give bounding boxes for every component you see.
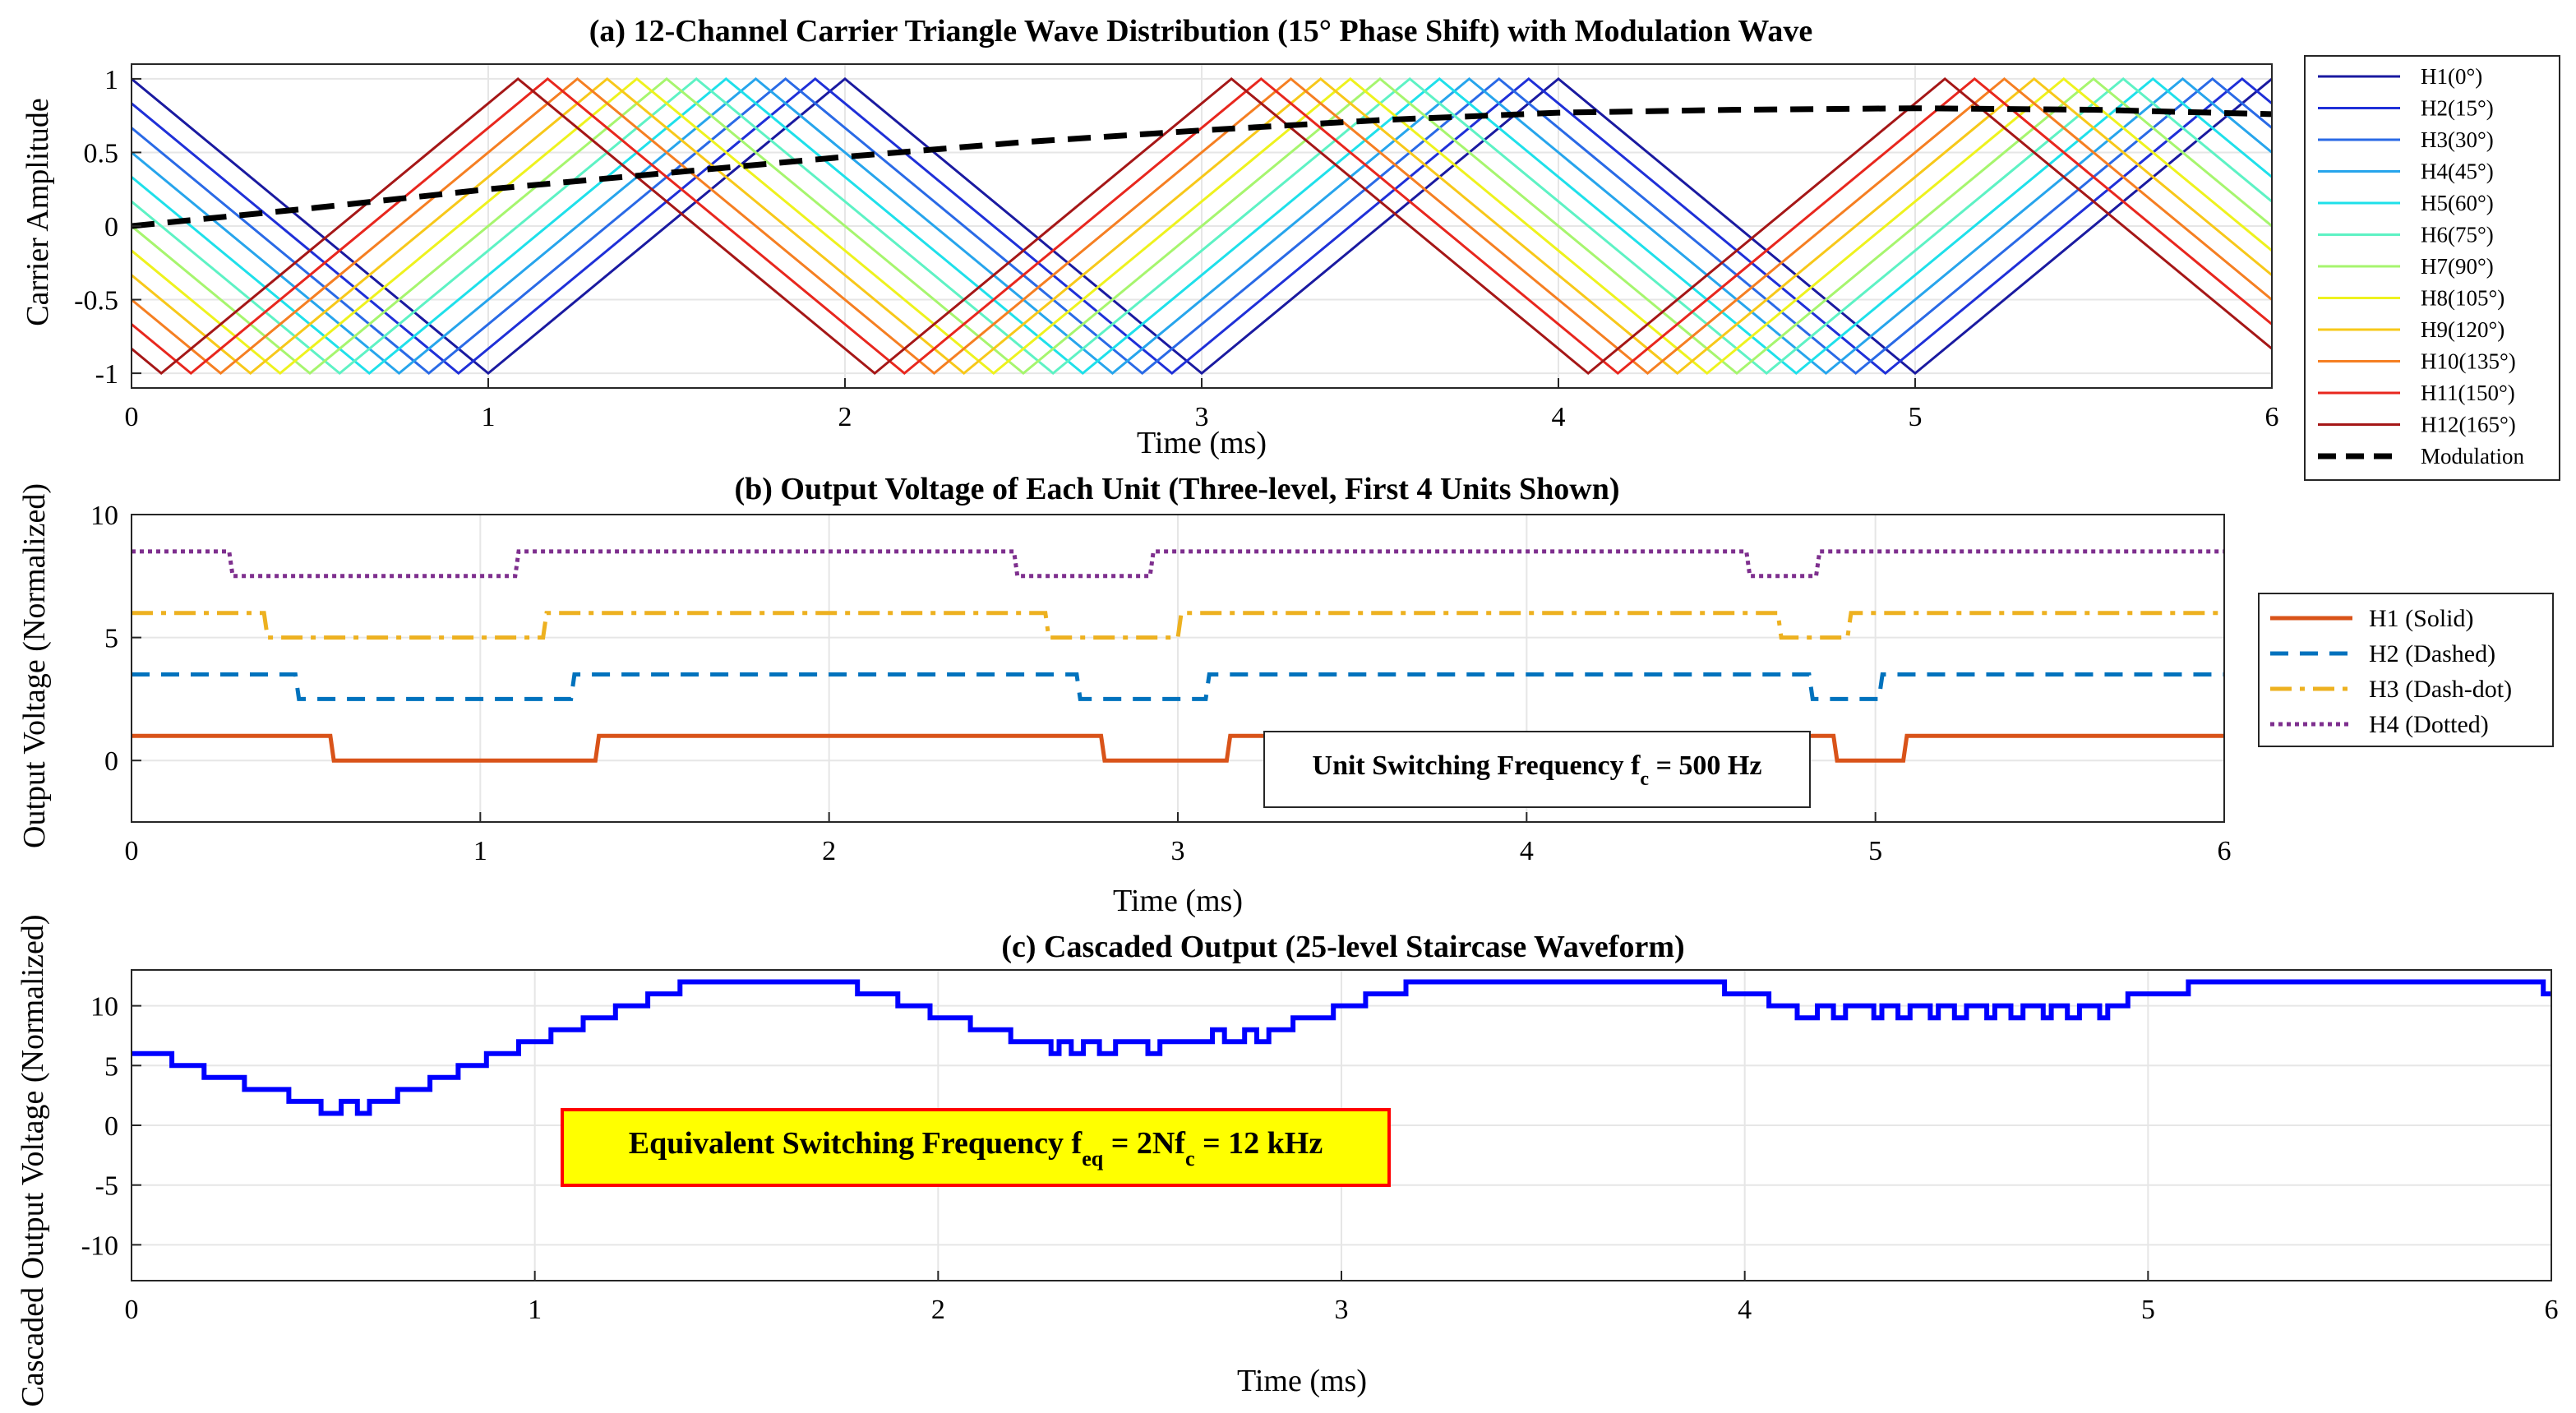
- panel-a-series: [132, 76, 2272, 376]
- panel-a-xtick-label: 1: [482, 402, 496, 432]
- legend-label-h1-0: H1(0°): [2421, 64, 2482, 89]
- panel-a-ytick-label: -1: [95, 359, 118, 390]
- legend-label-h5-60: H5(60°): [2421, 191, 2494, 215]
- legend-label-h3-30: H3(30°): [2421, 127, 2494, 152]
- panel-a-legend: H1(0°) H2(15°) H3(30°) H4(45°) H5(60°) H6(75°…: [2304, 55, 2560, 481]
- panel-c-series: [132, 979, 2551, 1116]
- legend-label-h11-150: H11(150°): [2421, 381, 2515, 405]
- panel-c-xtick-label: 0: [125, 1295, 139, 1325]
- panel-c-xtick-label: 2: [931, 1295, 945, 1325]
- carrier-line-h7-90: [132, 76, 2272, 376]
- carrier-line-h2-15: [132, 76, 2272, 376]
- panel-a-ytick-label: 0: [104, 212, 118, 242]
- panel-b-xtick-label: 4: [1520, 836, 1534, 866]
- panel-b-annotation-text: Unit Switching Frequency fc = 500 Hz: [1313, 750, 1762, 790]
- panel-a-ytick-label: -0.5: [74, 286, 118, 316]
- legend-label-h7-90: H7(90°): [2421, 254, 2494, 279]
- cascaded-output-line: [132, 979, 2551, 1116]
- legend-label-h9-120: H9(120°): [2421, 317, 2504, 342]
- panel-a-title: (a) 12-Channel Carrier Triangle Wave Dis…: [589, 14, 1812, 48]
- panel-a-xtick-label: 3: [1195, 402, 1209, 432]
- panel-a-ylabel: Carrier Amplitude: [21, 98, 55, 326]
- legend-label-h4-45: H4(45°): [2421, 159, 2494, 184]
- panel-c-xlabel: Time (ms): [1237, 1364, 1367, 1398]
- panel-b-xtick-label: 0: [125, 836, 139, 866]
- legend-label-h2-dashed: H2 (Dashed): [2369, 640, 2495, 667]
- carrier-line-h6-75: [132, 76, 2272, 376]
- panel-b-xtick-label: 6: [2218, 836, 2232, 866]
- panel-b-annotation: Unit Switching Frequency fc = 500 Hz: [1263, 731, 1811, 808]
- legend-label-h10-135: H10(135°): [2421, 349, 2516, 374]
- legend-label-h12-165: H12(165°): [2421, 413, 2516, 437]
- panel-b-series: [132, 549, 2224, 763]
- panel-c-annotation: Equivalent Switching Frequency feq = 2Nf…: [561, 1108, 1391, 1187]
- panel-b-unit-output-chart: (b) Output Voltage of Each Unit (Three-l…: [17, 472, 2554, 918]
- legend-label-h2-15: H2(15°): [2421, 96, 2494, 121]
- unit-line-h2-dashed: [132, 672, 2224, 701]
- panel-a-ticks: 0 1 2 3 4 5 6 -1 -0.5 0 0.5 1: [74, 65, 2278, 432]
- panel-c-xtick-label: 4: [1738, 1295, 1752, 1325]
- panel-c-ylabel: Cascaded Output Voltage (Normalized): [16, 914, 50, 1406]
- panel-b-ytick-label: 10: [90, 501, 118, 531]
- carrier-line-h3-30: [132, 76, 2272, 376]
- panel-a-xtick-label: 2: [838, 402, 852, 432]
- carrier-line-h1-0: [132, 76, 2272, 376]
- panel-c-title: (c) Cascaded Output (25-level Staircase …: [1001, 930, 1684, 964]
- legend-label-h3-dash-dot: H3 (Dash-dot): [2369, 676, 2512, 703]
- panel-b-title: (b) Output Voltage of Each Unit (Three-l…: [734, 472, 1619, 506]
- panel-c-annotation-box: [561, 1108, 1391, 1187]
- panel-b-annotation-box: [1263, 731, 1811, 808]
- panel-b-ytick-label: 0: [104, 746, 118, 777]
- panel-c-ytick-label: -10: [81, 1231, 118, 1261]
- carrier-line-h5-60: [132, 76, 2272, 376]
- carrier-line-h11-150: [132, 76, 2272, 376]
- panel-c-ytick-label: 5: [104, 1051, 118, 1082]
- modulation-line: [132, 105, 2272, 229]
- carrier-line-h9-120: [132, 76, 2272, 376]
- carrier-line-h4-45: [132, 76, 2272, 376]
- panel-a-carrier-chart: (a) 12-Channel Carrier Triangle Wave Dis…: [21, 14, 2560, 481]
- panel-c-xtick-label: 1: [528, 1295, 542, 1325]
- panel-a-xtick-label: 0: [125, 402, 139, 432]
- panel-c-xtick-label: 5: [2141, 1295, 2155, 1325]
- panel-c-ticks: 0 1 2 3 4 5 6 -10 -5 0 5 10: [81, 992, 2559, 1325]
- carrier-line-h10-135: [132, 76, 2272, 376]
- panel-c-cascaded-chart: (c) Cascaded Output (25-level Staircase …: [16, 914, 2559, 1406]
- panel-c-annotation-text: Equivalent Switching Frequency feq = 2Nf…: [629, 1126, 1323, 1171]
- legend-label-h8-105: H8(105°): [2421, 286, 2504, 311]
- panel-b-ticks: 0 1 2 3 4 5 6 0 5 10: [90, 501, 2232, 866]
- panel-c-xtick-label: 3: [1335, 1295, 1349, 1325]
- panel-a-ytick-label: 1: [104, 65, 118, 95]
- panel-a-xtick-label: 6: [2265, 402, 2279, 432]
- panel-b-xtick-label: 3: [1171, 836, 1185, 866]
- panel-b-xtick-label: 5: [1868, 836, 1882, 866]
- panel-c-ytick-label: 0: [104, 1111, 118, 1142]
- panel-a-xtick-label: 5: [1909, 402, 1923, 432]
- carrier-line-h8-105: [132, 76, 2272, 376]
- panel-b-ylabel: Output Voltage (Normalized): [17, 483, 52, 848]
- panel-a-xlabel: Time (ms): [1137, 426, 1267, 460]
- panel-c-xtick-label: 6: [2545, 1295, 2559, 1325]
- unit-line-h1-solid: [132, 733, 2224, 763]
- legend-label-modulation: Modulation: [2421, 444, 2524, 469]
- unit-line-h3-dash-dot: [132, 611, 2224, 640]
- panel-a-xtick-label: 4: [1552, 402, 1566, 432]
- panel-a-ytick-label: 0.5: [84, 138, 119, 169]
- panel-b-xtick-label: 2: [822, 836, 836, 866]
- panel-b-xlabel: Time (ms): [1113, 884, 1243, 918]
- legend-label-h1-solid: H1 (Solid): [2369, 605, 2474, 632]
- panel-b-ytick-label: 5: [104, 624, 118, 654]
- legend-label-h6-75: H6(75°): [2421, 223, 2494, 247]
- panel-a-legend-box: [2304, 55, 2560, 481]
- panel-b-grid: [131, 514, 2225, 822]
- legend-label-h4-dotted: H4 (Dotted): [2369, 711, 2489, 738]
- carrier-line-h12-165: [132, 76, 2272, 376]
- panel-b-xtick-label: 1: [473, 836, 487, 866]
- panel-c-ytick-label: 10: [90, 992, 118, 1023]
- panel-c-ytick-label: -5: [95, 1171, 118, 1202]
- panel-b-legend: H1 (Solid) H2 (Dashed) H3 (Dash-dot) H4 (Do…: [2258, 593, 2554, 747]
